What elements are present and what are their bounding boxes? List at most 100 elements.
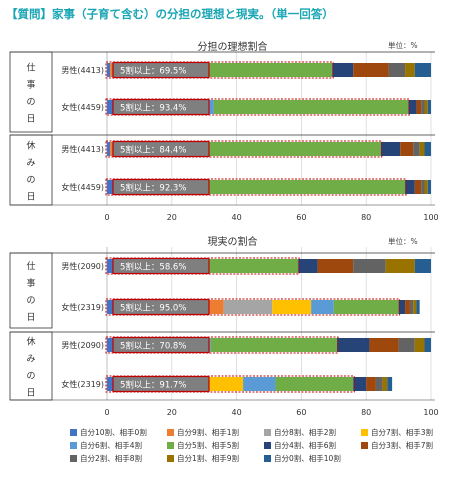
callout-label: 5割以上：95.0%	[120, 303, 186, 314]
bar-segment	[210, 338, 338, 352]
bar-segment	[333, 300, 399, 314]
x-tick-label: 60	[296, 213, 306, 222]
callout-box	[112, 257, 210, 275]
callout-outline	[105, 375, 355, 393]
x-tick-label: 20	[167, 408, 177, 417]
legend-swatch	[264, 455, 271, 462]
bar-segment	[107, 100, 114, 114]
unit-label-ideal: 単位：%	[388, 41, 418, 50]
group-label: 仕事の日	[26, 62, 35, 125]
legend-item: 自分4割、相手6割	[264, 440, 361, 451]
bar-segment	[409, 300, 414, 314]
bar-segment	[191, 142, 381, 156]
page-title: 【質問】家事（子育て含む）の分担の理想と現実。（単一回答）	[6, 7, 334, 21]
legend-swatch	[70, 455, 77, 462]
x-tick-label: 40	[232, 408, 242, 417]
bar-segment	[424, 180, 428, 194]
bar-segment	[427, 180, 431, 194]
group-label: 休みの日	[26, 336, 35, 399]
callout-label: 5割以上：58.6%	[120, 262, 186, 273]
bar-segment	[317, 259, 354, 273]
legend-swatch	[70, 429, 77, 436]
callout-box	[112, 98, 210, 116]
group-label-box	[9, 51, 53, 133]
bar-segment	[405, 63, 415, 77]
bar-segment	[194, 180, 406, 194]
row-label: 女性(2319)	[61, 379, 104, 389]
legend-label: 自分9割、相手1割	[177, 428, 240, 437]
bar-segment	[369, 338, 399, 352]
bar-segment	[414, 180, 422, 194]
bar-segment	[414, 259, 431, 273]
row-label: 男性(2090)	[61, 261, 104, 271]
callout-outline	[105, 140, 383, 158]
legend-label: 自分0割、相手10割	[274, 454, 341, 463]
bar-segment	[414, 63, 431, 77]
bar-segment	[414, 338, 425, 352]
chart-title-actual: 現実の割合	[207, 237, 258, 248]
x-tick-label: 40	[232, 213, 242, 222]
bar-segment	[419, 142, 425, 156]
callout-box	[112, 375, 210, 393]
bar-segment	[408, 100, 417, 114]
bar-segment	[272, 300, 312, 314]
legend-item: 自分8割、相手2割	[264, 427, 361, 438]
bar-segment	[107, 259, 117, 273]
bar-segment	[107, 180, 114, 194]
x-tick-label: 60	[296, 408, 306, 417]
legend-swatch	[167, 455, 174, 462]
legend-swatch	[167, 442, 174, 449]
bar-segment	[387, 377, 393, 391]
legend-item: 自分10割、相手0割	[70, 427, 167, 438]
legend-label: 自分4割、相手6割	[274, 441, 337, 450]
bar-segment	[385, 259, 415, 273]
bar-segment	[337, 338, 370, 352]
bar-segment	[400, 142, 414, 156]
chart-legend: 自分10割、相手0割 自分9割、相手1割 自分8割、相手2割 自分7割、相手3割 自分6…	[70, 427, 462, 466]
legend-label: 自分2割、相手8割	[80, 454, 143, 463]
bar-segment	[107, 63, 111, 77]
bar-segment	[427, 100, 431, 114]
x-tick-label: 0	[104, 213, 109, 222]
callout-label: 5割以上：91.7%	[120, 380, 186, 391]
callout-outline	[105, 178, 407, 196]
bar-segment	[213, 100, 409, 114]
callout-box	[112, 140, 210, 158]
legend-item: 自分1割、相手9割	[167, 453, 264, 464]
callout-label: 5割以上：84.4%	[120, 145, 186, 156]
legend-label: 自分5割、相手5割	[177, 441, 240, 450]
legend-item: 自分9割、相手1割	[167, 427, 264, 438]
bar-segment	[275, 377, 354, 391]
group-label: 仕事の日	[26, 260, 35, 323]
bar-segment	[107, 142, 111, 156]
bar-segment	[413, 300, 417, 314]
callout-label: 5割以上：70.8%	[120, 341, 186, 352]
callout-outline	[105, 336, 339, 354]
legend-item: 自分6割、相手4割	[70, 440, 167, 451]
bar-segment	[243, 377, 276, 391]
bar-segment	[197, 259, 299, 273]
bar-segment	[223, 300, 273, 314]
x-tick-label: 100	[423, 408, 438, 417]
bar-segment	[353, 63, 389, 77]
group-label-box	[9, 252, 53, 329]
legend-swatch	[70, 442, 77, 449]
row-label: 女性(4459)	[61, 102, 104, 112]
bar-segment	[353, 259, 386, 273]
bar-segment	[416, 300, 420, 314]
legend-swatch	[167, 429, 174, 436]
bar-segment	[405, 300, 410, 314]
legend-label: 自分10割、相手0割	[80, 428, 147, 437]
legend-item: 自分5割、相手5割	[167, 440, 264, 451]
legend-label: 自分1割、相手9割	[177, 454, 240, 463]
bar-segment	[107, 338, 117, 352]
row-label: 女性(2319)	[61, 302, 104, 312]
chart-title-ideal: 分担の理想割合	[197, 42, 268, 53]
bar-segment	[375, 377, 383, 391]
row-label: 男性(4413)	[61, 144, 104, 154]
callout-outline	[105, 98, 410, 116]
bar-segment	[382, 377, 388, 391]
callout-label: 5割以上：93.4%	[120, 103, 186, 114]
callout-outline	[105, 61, 334, 79]
legend-label: 自分6割、相手4割	[80, 441, 143, 450]
